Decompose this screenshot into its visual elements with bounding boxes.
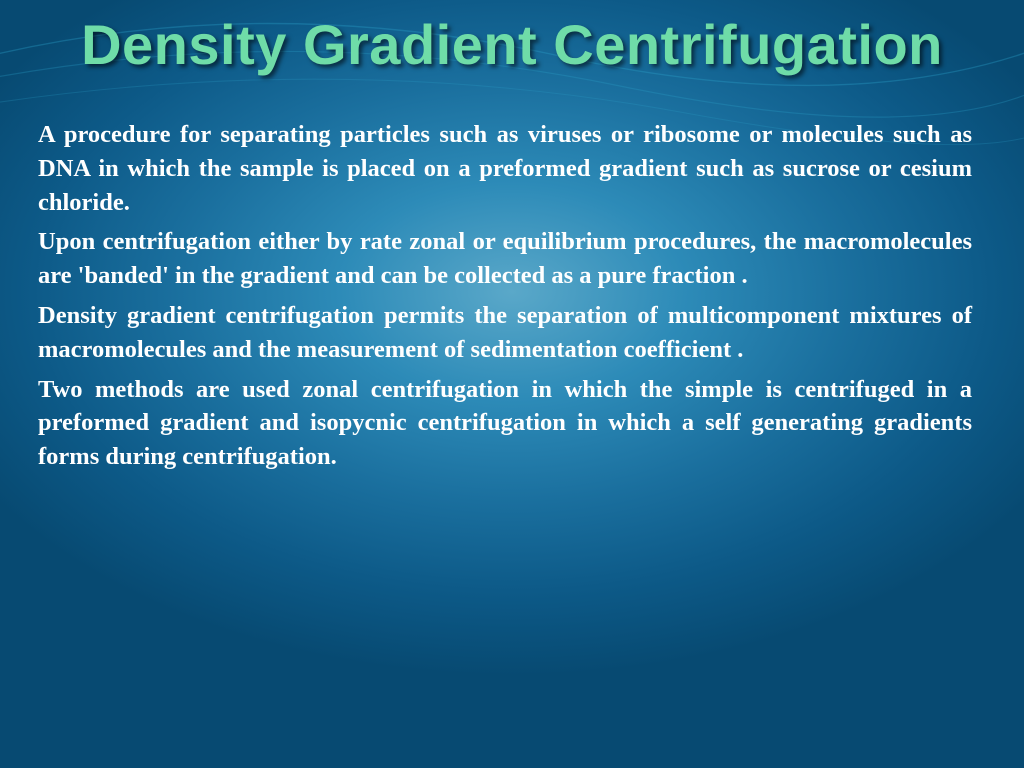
slide-body: A procedure for separating particles suc… (38, 118, 972, 480)
body-paragraph: A procedure for separating particles suc… (38, 118, 972, 219)
body-paragraph: Density gradient centrifugation permits … (38, 299, 972, 367)
slide-title: Density Gradient Centrifugation (0, 12, 1024, 77)
body-paragraph: Upon centrifugation either by rate zonal… (38, 225, 972, 293)
slide: Density Gradient Centrifugation A proced… (0, 0, 1024, 768)
body-paragraph: Two methods are used zonal centrifugatio… (38, 373, 972, 474)
